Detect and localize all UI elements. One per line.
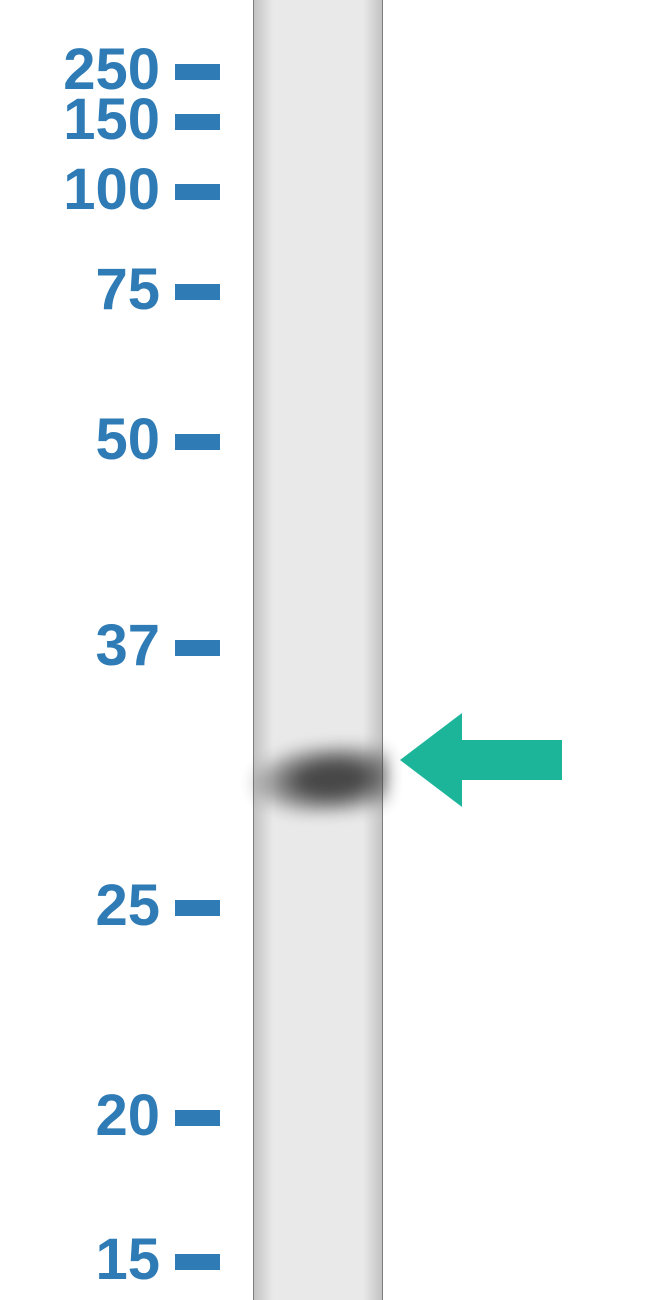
ladder-tick-100 — [175, 184, 220, 200]
gel-lane — [253, 0, 383, 1300]
ladder-tick-37 — [175, 640, 220, 656]
ladder-tick-250 — [175, 64, 220, 80]
ladder-label-75: 75 — [95, 256, 160, 323]
ladder-tick-50 — [175, 434, 220, 450]
ladder-label-50: 50 — [95, 406, 160, 473]
band-indicator-arrow — [400, 713, 562, 808]
arrow-head-icon — [400, 713, 462, 807]
ladder-label-25: 25 — [95, 872, 160, 939]
ladder-tick-25 — [175, 900, 220, 916]
western-blot-figure: 250150100755037252015 — [0, 0, 650, 1300]
ladder-label-150: 150 — [63, 86, 160, 153]
ladder-label-15: 15 — [95, 1226, 160, 1293]
ladder-label-20: 20 — [95, 1082, 160, 1149]
ladder-label-37: 37 — [95, 612, 160, 679]
arrow-stem — [462, 740, 562, 780]
protein-band-0 — [247, 741, 389, 818]
ladder-tick-75 — [175, 284, 220, 300]
gel-lane-shading — [254, 0, 382, 1300]
ladder-label-100: 100 — [63, 156, 160, 223]
ladder-tick-15 — [175, 1254, 220, 1270]
ladder-tick-150 — [175, 114, 220, 130]
ladder-tick-20 — [175, 1110, 220, 1126]
